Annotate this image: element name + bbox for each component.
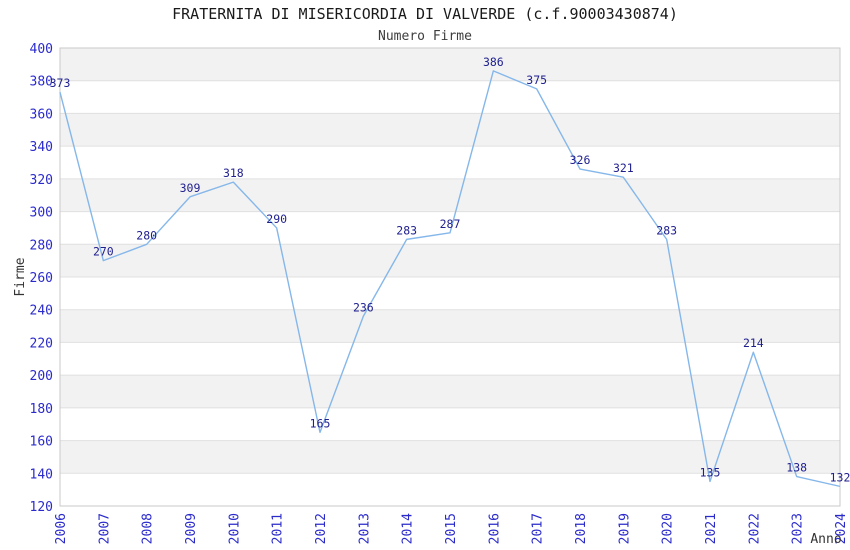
x-axis-tick-label: 2023 [791, 513, 806, 544]
data-point-label: 165 [310, 416, 331, 430]
y-axis-tick-label: 280 [30, 238, 53, 253]
plot-band [60, 407, 840, 441]
chart-title: FRATERNITA DI MISERICORDIA DI VALVERDE (… [172, 5, 678, 23]
plot-band [60, 146, 840, 179]
x-axis-tick-label: 2013 [357, 513, 372, 544]
data-point-label: 283 [396, 223, 417, 237]
x-axis-title: Anno [810, 532, 841, 547]
chart-subtitle: Numero Firme [378, 29, 472, 44]
y-axis-tick-label: 300 [30, 206, 53, 221]
y-axis-tick-label: 200 [30, 369, 53, 384]
x-axis-tick-label: 2010 [227, 513, 242, 544]
plot-band [60, 178, 840, 212]
plot-band [60, 211, 840, 245]
y-axis-tick-label: 160 [30, 435, 53, 450]
x-axis-tick-label: 2017 [531, 513, 546, 544]
plot-band [60, 309, 840, 343]
x-axis-tick-label: 2012 [314, 513, 329, 544]
data-point-label: 138 [786, 461, 807, 475]
plot-band [60, 473, 840, 506]
x-axis-tick-label: 2021 [704, 513, 719, 544]
data-series-line [59, 70, 841, 488]
data-point-label: 270 [93, 245, 114, 259]
data-point-label: 236 [353, 300, 374, 314]
x-axis-tick-label: 2022 [747, 513, 762, 544]
x-axis-tick-label: 2006 [54, 513, 69, 544]
x-axis-tick-label: 2011 [271, 513, 286, 544]
plot-band [60, 80, 840, 114]
data-point-label: 132 [830, 470, 850, 484]
plot-band [60, 277, 840, 310]
y-axis-tick-label: 140 [30, 467, 53, 482]
plot-band [60, 375, 840, 408]
y-axis-tick-label: 380 [30, 75, 53, 90]
plot-area: 120 140 160 180 200 220 240 260 280 300 320 340 360 3… [30, 42, 850, 544]
x-axis-tick-label: 2015 [444, 513, 459, 544]
y-axis-tick-label: 180 [30, 402, 53, 417]
data-point-label: 386 [483, 55, 504, 69]
y-axis-tick-label: 120 [30, 500, 53, 515]
x-axis-tick-label: 2020 [661, 513, 676, 544]
x-axis-tick-label: 2009 [184, 513, 199, 544]
y-axis-tick-label: 260 [30, 271, 53, 286]
data-point-label: 309 [180, 181, 201, 195]
y-axis-tick-label: 320 [30, 173, 53, 188]
data-point-label: 283 [656, 223, 677, 237]
data-point-label: 321 [613, 161, 634, 175]
plot-band [60, 440, 840, 474]
y-axis-tick-label: 240 [30, 304, 53, 319]
x-axis-tick-label: 2019 [617, 513, 632, 544]
data-point-label: 318 [223, 166, 244, 180]
data-point-label: 214 [743, 336, 764, 350]
x-axis-tick-label: 2018 [574, 513, 589, 544]
plot-border [59, 47, 841, 507]
plot-band [60, 48, 840, 81]
x-axis-tick-label: 2014 [401, 513, 416, 544]
data-point-label: 290 [266, 212, 287, 226]
y-axis-tick-label: 360 [30, 107, 53, 122]
y-axis-tick-label: 220 [30, 336, 53, 351]
y-axis-tick-label: 400 [30, 42, 53, 57]
data-point-label: 287 [440, 217, 461, 231]
y-axis-tick-label: 340 [30, 140, 53, 155]
data-point-label: 373 [50, 76, 71, 90]
plot-band [60, 342, 840, 376]
data-point-label: 326 [570, 153, 591, 167]
data-point-label: 375 [526, 73, 547, 87]
data-point-label: 135 [700, 465, 721, 479]
x-axis-tick-label: 2008 [141, 513, 156, 544]
plot-band [60, 113, 840, 147]
data-point-label: 280 [136, 228, 157, 242]
x-axis-tick-label: 2024 [834, 513, 849, 544]
plot-band [60, 244, 840, 277]
x-axis-tick-label: 2016 [487, 513, 502, 544]
x-axis-tick-label: 2007 [97, 513, 112, 544]
y-axis-title: Firme [13, 257, 28, 296]
